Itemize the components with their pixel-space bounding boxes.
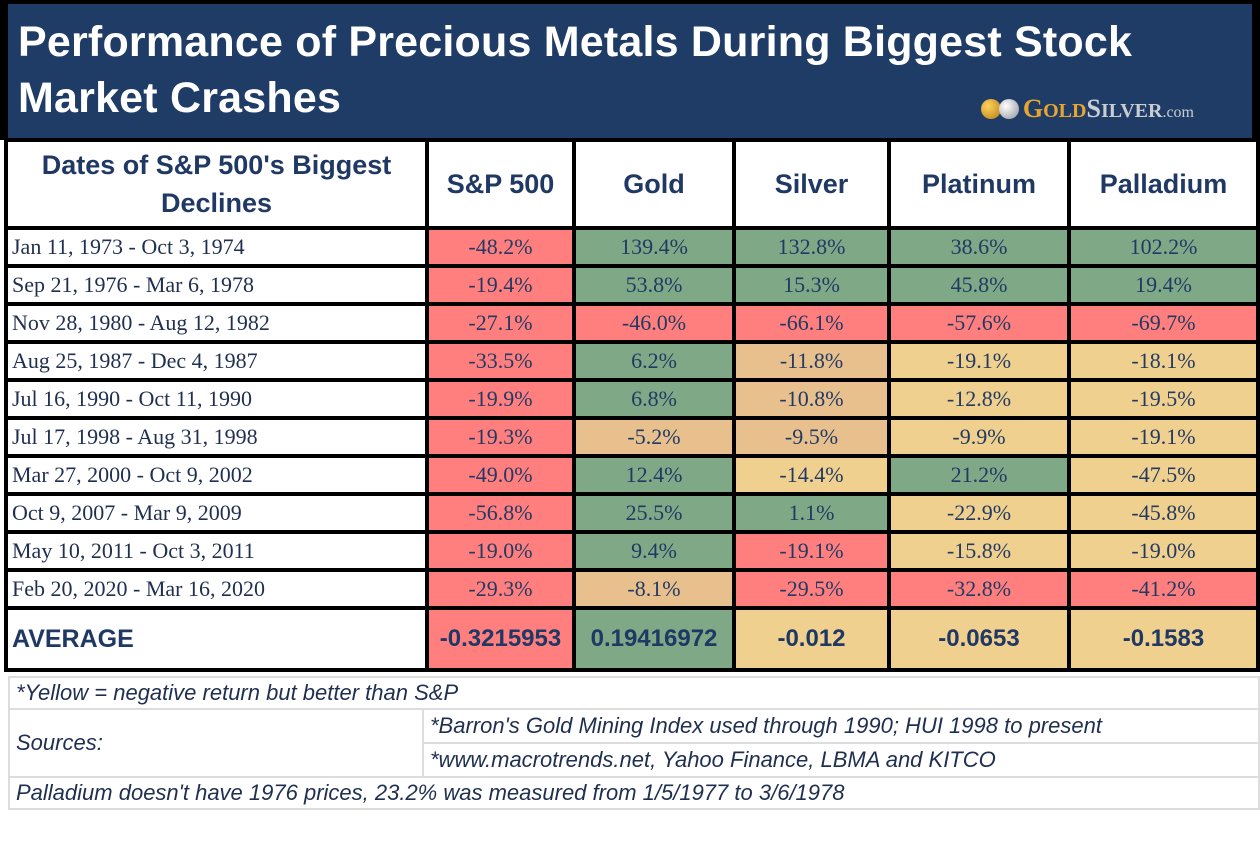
platinum-value: -15.8% bbox=[887, 530, 1071, 572]
platinum-value: 21.2% bbox=[887, 454, 1071, 496]
platinum-value: -32.8% bbox=[887, 568, 1071, 610]
footnotes: *Yellow = negative return but better tha… bbox=[8, 676, 1260, 810]
header-sp500: S&P 500 bbox=[425, 138, 576, 230]
silver-coin-icon bbox=[998, 99, 1019, 119]
date-range: Sep 21, 1976 - Mar 6, 1978 bbox=[4, 264, 429, 306]
palladium-value: -45.8% bbox=[1067, 492, 1260, 534]
silver-value: -14.4% bbox=[732, 454, 891, 496]
date-range: Mar 27, 2000 - Oct 9, 2002 bbox=[4, 454, 429, 496]
date-range: Feb 20, 2020 - Mar 16, 2020 bbox=[4, 568, 429, 610]
performance-table: Dates of S&P 500's Biggest Declines S&P … bbox=[4, 138, 1260, 672]
gold-value: -5.2% bbox=[572, 416, 736, 458]
source-2: *www.macrotrends.net, Yahoo Finance, LBM… bbox=[422, 742, 1260, 778]
sp500-value: -33.5% bbox=[425, 340, 576, 382]
palladium-value: 102.2% bbox=[1067, 226, 1260, 268]
sp500-average: -0.3215953 bbox=[425, 606, 576, 672]
table-row: Sep 21, 1976 - Mar 6, 1978 -19.4% 53.8% 15.… bbox=[4, 264, 1260, 306]
sources-label: Sources: bbox=[8, 708, 424, 778]
silver-value: 15.3% bbox=[732, 264, 891, 306]
average-row: AVERAGE -0.3215953 0.19416972 -0.012 -0.0653… bbox=[4, 606, 1260, 672]
palladium-value: -19.0% bbox=[1067, 530, 1260, 572]
palladium-value: -47.5% bbox=[1067, 454, 1260, 496]
palladium-value: -19.5% bbox=[1067, 378, 1260, 420]
sp500-value: -19.9% bbox=[425, 378, 576, 420]
source-1: *Barron's Gold Mining Index used through… bbox=[422, 708, 1260, 744]
silver-value: -10.8% bbox=[732, 378, 891, 420]
table-row: Aug 25, 1987 - Dec 4, 1987 -33.5% 6.2% -11.… bbox=[4, 340, 1260, 382]
table-row: Oct 9, 2007 - Mar 9, 2009 -56.8% 25.5% 1.1%… bbox=[4, 492, 1260, 534]
palladium-note: Palladium doesn't have 1976 prices, 23.2… bbox=[8, 776, 1260, 810]
platinum-value: 38.6% bbox=[887, 226, 1071, 268]
date-range: May 10, 2011 - Oct 3, 2011 bbox=[4, 530, 429, 572]
palladium-value: -19.1% bbox=[1067, 416, 1260, 458]
gold-average: 0.19416972 bbox=[572, 606, 736, 672]
silver-value: -9.5% bbox=[732, 416, 891, 458]
palladium-value: -69.7% bbox=[1067, 302, 1260, 344]
platinum-value: -12.8% bbox=[887, 378, 1071, 420]
silver-value: -19.1% bbox=[732, 530, 891, 572]
platinum-value: -57.6% bbox=[887, 302, 1071, 344]
sp500-value: -27.1% bbox=[425, 302, 576, 344]
sp500-value: -19.0% bbox=[425, 530, 576, 572]
gold-value: 6.8% bbox=[572, 378, 736, 420]
header-row: Dates of S&P 500's Biggest Declines S&P … bbox=[4, 138, 1260, 230]
header-dates: Dates of S&P 500's Biggest Declines bbox=[4, 138, 429, 230]
table-row: Mar 27, 2000 - Oct 9, 2002 -49.0% 12.4% -14… bbox=[4, 454, 1260, 496]
date-range: Aug 25, 1987 - Dec 4, 1987 bbox=[4, 340, 429, 382]
platinum-average: -0.0653 bbox=[887, 606, 1071, 672]
gold-value: 12.4% bbox=[572, 454, 736, 496]
table-row: May 10, 2011 - Oct 3, 2011 -19.0% 9.4% -19.… bbox=[4, 530, 1260, 572]
silver-value: 132.8% bbox=[732, 226, 891, 268]
silver-value: -11.8% bbox=[732, 340, 891, 382]
yellow-note: *Yellow = negative return but better tha… bbox=[8, 676, 1260, 710]
silver-value: -66.1% bbox=[732, 302, 891, 344]
palladium-average: -0.1583 bbox=[1067, 606, 1260, 672]
gold-coin-icon bbox=[980, 99, 1001, 119]
palladium-value: 19.4% bbox=[1067, 264, 1260, 306]
gold-value: 53.8% bbox=[572, 264, 736, 306]
date-range: Oct 9, 2007 - Mar 9, 2009 bbox=[4, 492, 429, 534]
platinum-value: -22.9% bbox=[887, 492, 1071, 534]
title-banner: Performance of Precious Metals During Bi… bbox=[0, 0, 1260, 140]
gold-value: 6.2% bbox=[572, 340, 736, 382]
table-row: Jan 11, 1973 - Oct 3, 1974 -48.2% 139.4% 13… bbox=[4, 226, 1260, 268]
header-silver: Silver bbox=[732, 138, 891, 230]
platinum-value: -19.1% bbox=[887, 340, 1071, 382]
gold-value: -8.1% bbox=[572, 568, 736, 610]
average-label: AVERAGE bbox=[4, 606, 429, 672]
silver-average: -0.012 bbox=[732, 606, 891, 672]
platinum-value: -9.9% bbox=[887, 416, 1071, 458]
goldsilver-logo: GOLDSILVER.com bbox=[980, 94, 1194, 124]
sp500-value: -49.0% bbox=[425, 454, 576, 496]
header-gold: Gold bbox=[572, 138, 736, 230]
date-range: Jul 17, 1998 - Aug 31, 1998 bbox=[4, 416, 429, 458]
silver-value: 1.1% bbox=[732, 492, 891, 534]
platinum-value: 45.8% bbox=[887, 264, 1071, 306]
date-range: Jul 16, 1990 - Oct 11, 1990 bbox=[4, 378, 429, 420]
table-row: Nov 28, 1980 - Aug 12, 1982 -27.1% -46.0% -… bbox=[4, 302, 1260, 344]
date-range: Nov 28, 1980 - Aug 12, 1982 bbox=[4, 302, 429, 344]
header-palladium: Palladium bbox=[1067, 138, 1260, 230]
date-range: Jan 11, 1973 - Oct 3, 1974 bbox=[4, 226, 429, 268]
table-row: Feb 20, 2020 - Mar 16, 2020 -29.3% -8.1% -2… bbox=[4, 568, 1260, 610]
silver-value: -29.5% bbox=[732, 568, 891, 610]
gold-value: 9.4% bbox=[572, 530, 736, 572]
gold-value: 139.4% bbox=[572, 226, 736, 268]
palladium-value: -41.2% bbox=[1067, 568, 1260, 610]
sp500-value: -56.8% bbox=[425, 492, 576, 534]
sp500-value: -29.3% bbox=[425, 568, 576, 610]
gold-value: -46.0% bbox=[572, 302, 736, 344]
gold-value: 25.5% bbox=[572, 492, 736, 534]
table-row: Jul 17, 1998 - Aug 31, 1998 -19.3% -5.2% -9… bbox=[4, 416, 1260, 458]
sp500-value: -19.4% bbox=[425, 264, 576, 306]
sp500-value: -19.3% bbox=[425, 416, 576, 458]
header-platinum: Platinum bbox=[887, 138, 1071, 230]
sp500-value: -48.2% bbox=[425, 226, 576, 268]
page-title: Performance of Precious Metals During Bi… bbox=[18, 18, 1133, 122]
palladium-value: -18.1% bbox=[1067, 340, 1260, 382]
table-row: Jul 16, 1990 - Oct 11, 1990 -19.9% 6.8% -10… bbox=[4, 378, 1260, 420]
